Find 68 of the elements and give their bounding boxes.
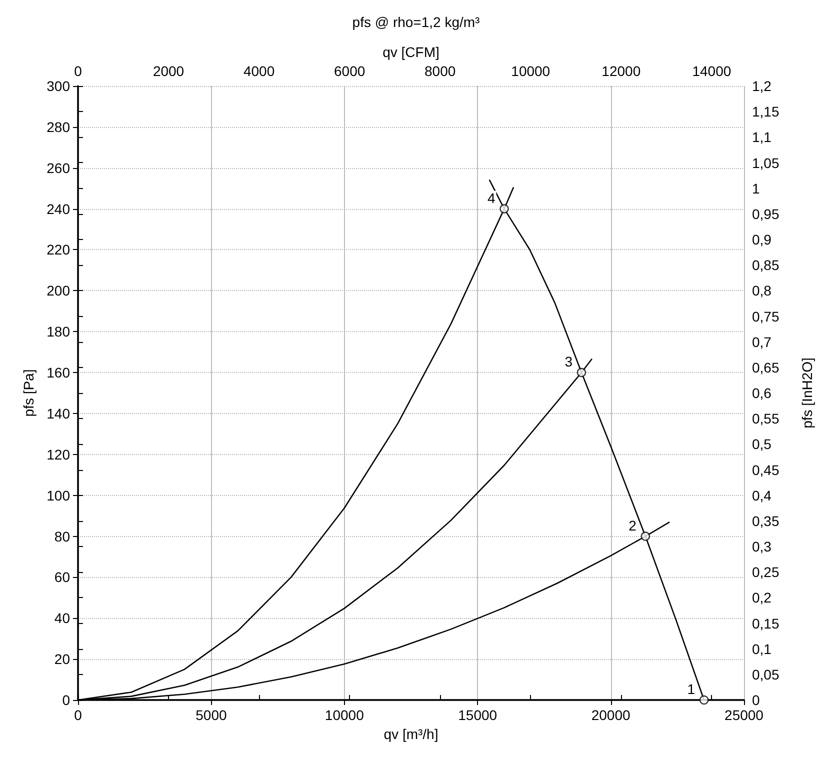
- point: [500, 204, 509, 214]
- y-tick-label: 200: [46, 282, 70, 299]
- point: [699, 695, 709, 705]
- y-tick-label: 260: [46, 160, 70, 176]
- y2-tick-label: 1,05: [752, 154, 780, 171]
- y-tick-label: 80: [54, 528, 70, 544]
- y2-tick-label: 1,15: [752, 104, 780, 120]
- y2-tick-label: 0,7: [752, 334, 772, 350]
- y2-tick-label: 1,1: [752, 129, 772, 146]
- x2-tick-label: 10000: [511, 63, 550, 79]
- y2-axis-title: pfs [InH2O]: [799, 358, 815, 428]
- y2-tick-label: 0,3: [752, 538, 772, 554]
- x-tick-label: 15000: [458, 707, 498, 723]
- y2-tick-label: 0,6: [752, 385, 772, 401]
- x2-tick-label: 12000: [602, 63, 641, 79]
- y-tick-label: 120: [46, 446, 70, 462]
- y2-tick-label: 0,45: [752, 462, 780, 478]
- x2-tick-label: 0: [74, 63, 82, 79]
- y-tick-label: 240: [46, 200, 70, 217]
- y-tick-label: 60: [54, 569, 70, 586]
- y2-tick-label: 1: [752, 180, 760, 196]
- annotation: 4: [487, 190, 496, 206]
- y-tick-label: 300: [46, 78, 70, 94]
- y2-tick-label: 0,35: [752, 512, 780, 529]
- chart-title: pfs @ rho=1,2 kg/m³: [352, 14, 480, 30]
- x-tick-label: 0: [74, 707, 82, 723]
- y-tick-label: 40: [54, 610, 70, 626]
- x-tick-label: 5000: [196, 707, 227, 723]
- x2-tick-label: 6000: [334, 63, 366, 79]
- y2-tick-label: 0,05: [752, 666, 780, 682]
- annotation: 3: [564, 354, 573, 370]
- y-tick-label: 0: [62, 692, 70, 708]
- annotation: 2: [628, 517, 637, 534]
- y2-tick-label: 0,1: [752, 640, 772, 657]
- point: [576, 368, 586, 378]
- y2-tick-label: 0,55: [752, 410, 780, 427]
- y-tick-label: 180: [46, 324, 70, 340]
- y2-tick-label: 0,85: [752, 257, 780, 274]
- y2-tick-label: 0,2: [752, 590, 772, 606]
- y2-tick-label: 0,8: [752, 282, 772, 299]
- y2-tick-label: 0,9: [752, 232, 772, 248]
- y2-tick-label: 0,75: [752, 308, 780, 324]
- y-tick-label: 100: [46, 487, 70, 504]
- y2-tick-label: 0: [752, 692, 760, 708]
- x2-tick-label: 8000: [424, 63, 456, 79]
- y2-tick-label: 0,65: [752, 359, 780, 376]
- y-axis-title: pfs [Pa]: [20, 369, 37, 417]
- y-tick-label: 160: [46, 364, 70, 381]
- annotation: 1: [687, 681, 696, 697]
- x2-tick-label: 2000: [152, 63, 184, 79]
- x-tick-label: 10000: [324, 707, 364, 723]
- x2-tick-label: 4000: [243, 63, 275, 79]
- y2-tick-label: 0,25: [752, 564, 780, 580]
- y2-tick-label: 0,4: [752, 487, 772, 504]
- x-tick-label: 20000: [591, 707, 630, 723]
- y-tick-label: 140: [46, 405, 70, 422]
- x-tick-label: 25000: [724, 707, 764, 723]
- y-tick-label: 20: [54, 651, 70, 668]
- y2-tick-label: 1,2: [752, 78, 772, 94]
- y-tick-label: 280: [46, 118, 70, 135]
- y2-tick-label: 0,5: [752, 436, 772, 452]
- x2-axis-title: qv [CFM]: [382, 44, 440, 60]
- x2-tick-label: 14000: [692, 63, 732, 79]
- x-axis-title: qv [m³/h]: [384, 726, 438, 742]
- y2-tick-label: 0,95: [752, 206, 780, 222]
- point: [640, 532, 650, 541]
- y2-tick-label: 0,15: [752, 615, 780, 632]
- y-tick-label: 220: [46, 242, 70, 258]
